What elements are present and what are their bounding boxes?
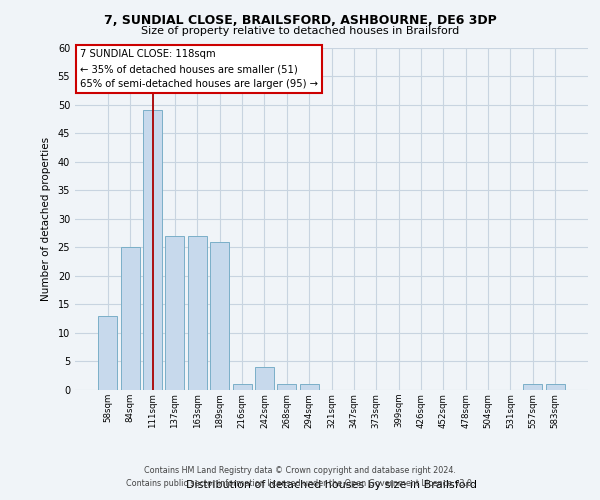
Text: 7, SUNDIAL CLOSE, BRAILSFORD, ASHBOURNE, DE6 3DP: 7, SUNDIAL CLOSE, BRAILSFORD, ASHBOURNE,… bbox=[104, 14, 496, 27]
Bar bbox=[98, 316, 118, 390]
X-axis label: Distribution of detached houses by size in Brailsford: Distribution of detached houses by size … bbox=[186, 480, 477, 490]
Text: Contains HM Land Registry data © Crown copyright and database right 2024.
Contai: Contains HM Land Registry data © Crown c… bbox=[126, 466, 474, 487]
Bar bbox=[277, 384, 296, 390]
Bar bbox=[188, 236, 207, 390]
Bar bbox=[299, 384, 319, 390]
Bar bbox=[545, 384, 565, 390]
Bar bbox=[233, 384, 251, 390]
Bar bbox=[523, 384, 542, 390]
Bar bbox=[121, 248, 140, 390]
Text: 7 SUNDIAL CLOSE: 118sqm
← 35% of detached houses are smaller (51)
65% of semi-de: 7 SUNDIAL CLOSE: 118sqm ← 35% of detache… bbox=[80, 49, 318, 89]
Bar bbox=[255, 367, 274, 390]
Text: Size of property relative to detached houses in Brailsford: Size of property relative to detached ho… bbox=[141, 26, 459, 36]
Bar bbox=[143, 110, 162, 390]
Y-axis label: Number of detached properties: Number of detached properties bbox=[41, 136, 50, 301]
Bar bbox=[210, 242, 229, 390]
Bar bbox=[166, 236, 184, 390]
